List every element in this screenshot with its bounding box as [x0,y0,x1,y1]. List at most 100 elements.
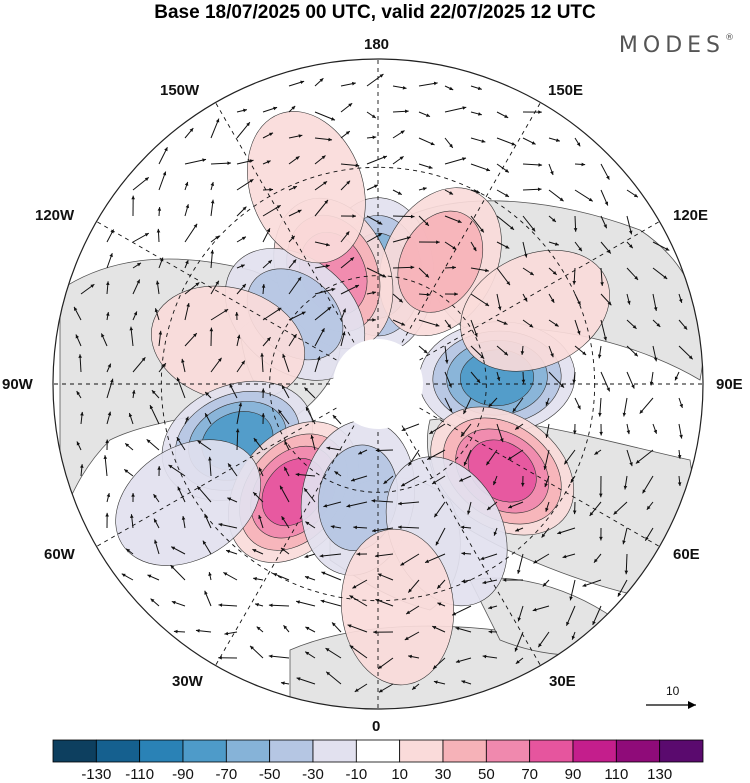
wind-arrow [541,527,550,538]
wind-arrow [467,501,472,515]
wind-arrow [252,577,264,581]
label-90w: 90W [2,376,33,393]
wind-arrow [624,553,629,575]
wind-arrow [288,235,296,243]
map-title: Base 18/07/2025 00 UTC, valid 22/07/2025… [154,2,596,23]
colorbar-swatch [442,739,487,763]
wind-arrow [574,293,581,306]
label-30e: 30E [549,673,576,690]
wind-arrow [642,475,654,494]
anomaly-contour [341,528,455,686]
wind-arrow [80,283,95,295]
wind-arrow [349,595,368,607]
wind-arrow [444,106,467,113]
wind-arrow [375,448,394,453]
wind-arrow [548,293,555,304]
wind-arrow [125,548,134,555]
wind-arrow [407,579,420,593]
wind-arrow [593,553,602,563]
wind-arrow [314,241,330,247]
wind-arrow [288,80,305,87]
wind-arrow [371,527,394,533]
colorbar-swatch [355,739,401,763]
wind-arrow [378,683,394,693]
wind-arrow [184,282,200,295]
wind-arrow [235,428,240,451]
colorbar-tick-label: 90 [564,766,582,783]
wind-arrow [258,467,264,477]
wind-arrow [184,181,189,191]
wind-arrow [262,187,274,192]
wind-arrow [485,449,498,466]
wind-arrow [426,449,446,461]
colorbar-swatch [52,739,97,763]
wind-arrow [236,236,247,243]
wind-arrow [678,345,694,360]
wind-arrow [480,553,498,561]
wind-arrow [210,308,229,321]
wind-arrow [319,553,342,558]
wind-arrow [150,598,160,607]
colorbar-swatch [485,739,531,763]
wind-arrow [305,406,316,425]
wind-arrow [594,449,602,456]
wind-arrow [184,158,207,165]
wind-arrow [155,280,160,295]
reference-vector-label: 10 [666,684,680,698]
wind-arrow [304,553,316,558]
wind-arrow [106,229,115,243]
wind-arrow [156,228,161,243]
wind-arrow [470,345,485,359]
wind-arrow [197,440,212,451]
wind-arrow [429,423,446,435]
wind-arrow [236,159,254,165]
wind-arrow [340,308,346,321]
wind-arrow [418,267,430,278]
wind-arrow [377,657,394,670]
wind-arrow [105,439,109,451]
wind-arrow [460,525,472,530]
wind-arrow [210,235,220,243]
wind-arrow [288,311,306,321]
wind-arrow [261,388,266,399]
colorbar-swatch [659,739,704,763]
wind-arrow [208,571,212,581]
wind-arrow [600,371,611,392]
wind-arrow [572,371,576,384]
wind-arrow [236,264,245,269]
wind-arrow [572,501,577,515]
wind-arrow [310,434,316,451]
reference-arrow-head [688,701,696,709]
wind-arrow [674,371,680,381]
wind-arrow [574,137,581,147]
wind-arrow [340,180,351,191]
wind-arrow [677,475,682,487]
wind-arrow [548,215,557,223]
wind-arrow [282,353,290,373]
wind-arrow [314,287,336,295]
colorbar-swatch [529,739,574,763]
wind-arrow [463,449,472,466]
wind-arrow [154,308,160,321]
wind-arrow [520,475,525,487]
wind-arrow [392,109,409,114]
wind-arrow [431,475,446,485]
wind-arrow [543,449,550,470]
wind-arrow [100,333,108,347]
wind-arrow [304,387,316,399]
wind-arrow [153,518,160,529]
wind-arrow [314,264,330,269]
wind-arrow [496,189,510,198]
wind-arrow [418,319,440,327]
wind-arrow [418,81,438,87]
meridian-line [215,102,379,385]
wind-arrow [157,207,162,217]
wind-arrow [181,515,186,529]
wind-arrow [168,464,186,477]
wind-arrow [600,241,612,254]
label-60w: 60W [44,546,75,563]
label-90e: 90E [716,376,743,393]
wind-arrow [574,397,581,410]
wind-arrow [295,472,316,477]
wind-arrow [202,540,212,555]
